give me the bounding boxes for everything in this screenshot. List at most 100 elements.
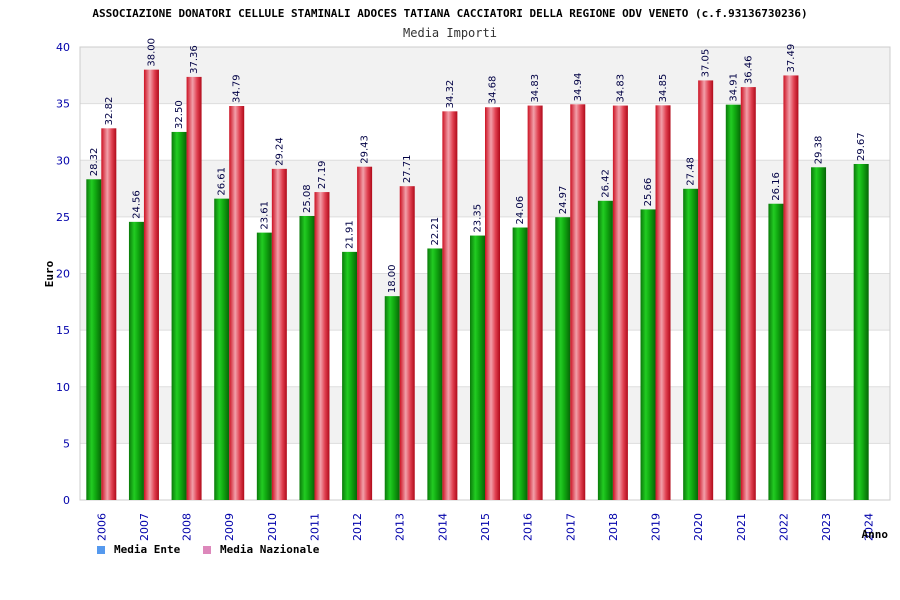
y-tick-label: 20 <box>56 268 70 281</box>
bar-media-ente-2008 <box>171 131 187 500</box>
y-tick-label: 10 <box>56 381 70 394</box>
data-label-media-ente-2013: 18.00 <box>387 265 398 294</box>
bar-media-nazionale-2010 <box>271 168 287 500</box>
data-labels: 28.32 32.82 24.56 38.00 32.50 37.36 26.61 34.79… <box>89 38 867 293</box>
data-label-media-nazionale-2010: 29.24 <box>274 137 285 166</box>
data-label-media-nazionale-2015: 34.68 <box>488 76 499 105</box>
data-label-media-ente-2008: 32.50 <box>174 100 185 129</box>
y-axis-label: Euro <box>43 260 56 287</box>
data-label-media-nazionale-2014: 34.32 <box>445 80 456 109</box>
data-label-media-nazionale-2018: 34.83 <box>615 74 626 103</box>
y-tick-label: 35 <box>56 98 70 111</box>
bar-media-nazionale-2009 <box>229 106 245 501</box>
x-tick-label-2020: 2020 <box>692 513 705 541</box>
data-label-media-ente-2020: 27.48 <box>686 157 697 186</box>
x-tick-label-2010: 2010 <box>266 513 279 541</box>
bar-media-ente-2024 <box>853 163 869 500</box>
data-label-media-nazionale-2019: 34.85 <box>658 74 669 103</box>
data-label-media-ente-2019: 25.66 <box>643 178 654 207</box>
data-label-media-ente-2006: 28.32 <box>89 148 100 177</box>
data-label-media-ente-2024: 29.67 <box>856 132 867 161</box>
x-tick-label-2009: 2009 <box>223 513 236 541</box>
data-label-media-ente-2010: 23.61 <box>259 201 270 230</box>
data-label-media-nazionale-2012: 29.43 <box>360 135 371 164</box>
data-label-media-nazionale-2008: 37.36 <box>189 45 200 74</box>
y-tick-label: 0 <box>63 494 70 507</box>
bar-media-nazionale-2013 <box>399 186 415 500</box>
x-tick-label-2018: 2018 <box>607 513 620 541</box>
legend: Media Ente Media Nazionale <box>97 543 320 556</box>
bar-media-nazionale-2019 <box>655 105 671 500</box>
bar-media-nazionale-2018 <box>612 105 628 501</box>
x-tick-label-2021: 2021 <box>735 513 748 541</box>
bar-media-ente-2009 <box>214 198 230 500</box>
x-tick-label-2007: 2007 <box>138 513 151 541</box>
x-tick-label-2015: 2015 <box>479 513 492 541</box>
bars <box>86 69 869 501</box>
bar-media-nazionale-2008 <box>186 76 202 500</box>
x-tick-label-2023: 2023 <box>820 513 833 541</box>
bar-media-nazionale-2014 <box>442 111 458 501</box>
bar-media-ente-2017 <box>555 217 571 500</box>
bar-media-ente-2020 <box>683 188 699 500</box>
data-label-media-nazionale-2007: 38.00 <box>146 38 157 67</box>
x-axis: 2006 2007 2008 2009 2010 2011 2012 2013 2014 2015… <box>95 513 875 541</box>
data-label-media-nazionale-2013: 27.71 <box>402 155 413 184</box>
bar-media-ente-2023 <box>811 167 827 501</box>
bar-media-ente-2010 <box>256 232 272 500</box>
x-tick-label-2006: 2006 <box>95 513 108 541</box>
data-label-media-nazionale-2017: 34.94 <box>573 73 584 102</box>
data-label-media-nazionale-2006: 32.82 <box>104 97 115 126</box>
bar-media-ente-2018 <box>597 200 613 500</box>
bar-media-ente-2022 <box>768 203 784 500</box>
data-label-media-ente-2021: 34.91 <box>728 73 739 102</box>
bar-media-nazionale-2020 <box>698 80 714 500</box>
data-label-media-ente-2014: 22.21 <box>430 217 441 246</box>
legend-swatch-media-ente <box>97 546 105 554</box>
bar-media-nazionale-2022 <box>783 75 799 500</box>
bar-media-nazionale-2011 <box>314 192 330 501</box>
bar-media-nazionale-2016 <box>527 105 543 501</box>
bar-media-nazionale-2012 <box>357 166 373 500</box>
data-label-media-nazionale-2011: 27.19 <box>317 160 328 189</box>
bar-media-ente-2007 <box>128 221 144 500</box>
x-tick-label-2012: 2012 <box>351 513 364 541</box>
x-tick-label-2013: 2013 <box>394 513 407 541</box>
bar-media-ente-2019 <box>640 209 656 500</box>
y-tick-label: 40 <box>56 41 70 54</box>
chart-subtitle: Media Importi <box>403 26 497 40</box>
y-tick-label: 25 <box>56 211 70 224</box>
data-label-media-ente-2017: 24.97 <box>558 186 569 215</box>
data-label-media-nazionale-2022: 37.49 <box>786 44 797 73</box>
data-label-media-ente-2018: 26.42 <box>600 169 611 198</box>
bar-media-nazionale-2007 <box>143 69 159 501</box>
y-tick-label: 30 <box>56 154 70 167</box>
bar-media-ente-2013 <box>384 296 400 500</box>
data-label-media-ente-2007: 24.56 <box>131 190 142 219</box>
bar-media-ente-2014 <box>427 248 443 500</box>
chart-title: ASSOCIAZIONE DONATORI CELLULE STAMINALI … <box>92 7 807 20</box>
bar-media-nazionale-2015 <box>485 107 500 501</box>
data-label-media-nazionale-2009: 34.79 <box>232 74 243 103</box>
data-label-media-ente-2015: 23.35 <box>473 204 484 233</box>
data-label-media-ente-2012: 21.91 <box>345 220 356 249</box>
data-label-media-nazionale-2021: 36.46 <box>743 55 754 84</box>
bar-media-nazionale-2006 <box>101 128 117 500</box>
data-label-media-nazionale-2016: 34.83 <box>530 74 541 103</box>
data-label-media-ente-2023: 29.38 <box>814 136 825 165</box>
x-tick-label-2014: 2014 <box>436 513 449 541</box>
x-tick-label-2008: 2008 <box>181 513 194 541</box>
bar-media-ente-2021 <box>725 104 741 500</box>
data-label-media-ente-2011: 25.08 <box>302 184 313 213</box>
legend-label-media-nazionale: Media Nazionale <box>220 543 320 556</box>
bar-media-ente-2015 <box>470 235 485 500</box>
x-tick-label-2011: 2011 <box>308 513 321 541</box>
x-tick-label-2024: 2024 <box>863 513 876 541</box>
data-label-media-ente-2009: 26.61 <box>217 167 228 196</box>
x-tick-label-2016: 2016 <box>522 513 535 541</box>
data-label-media-ente-2016: 24.06 <box>515 196 526 225</box>
bar-media-nazionale-2017 <box>570 104 586 500</box>
bar-media-ente-2012 <box>342 251 358 500</box>
x-axis-label: Anno <box>862 528 889 541</box>
bar-media-ente-2016 <box>512 227 528 500</box>
